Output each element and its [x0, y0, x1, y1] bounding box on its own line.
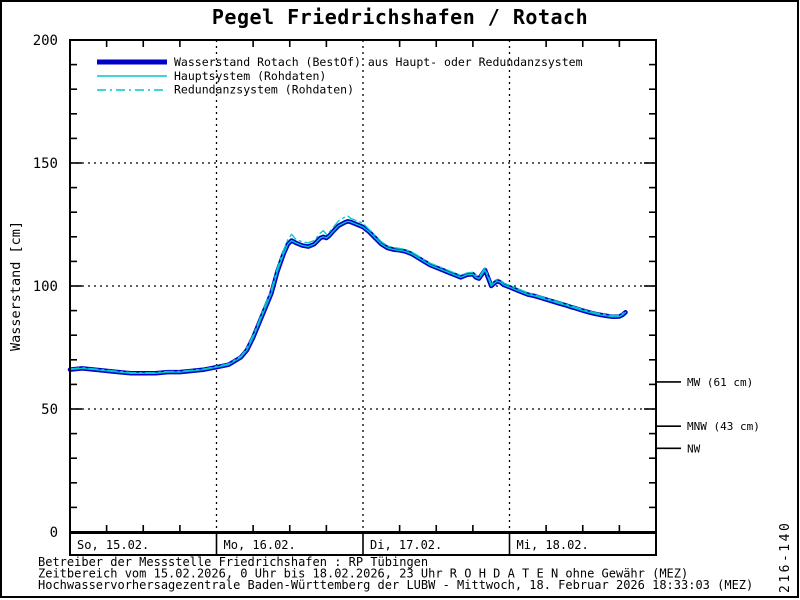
- legend-swatches: [97, 59, 167, 91]
- footer-agency-line: Hochwasservorhersagezentrale Baden-Württ…: [38, 578, 753, 592]
- gridlines-layer: [70, 40, 656, 532]
- ticks-layer: [70, 39, 656, 533]
- reference-levels-layer: MW (61 cm) MNW (43 cm) NW: [657, 376, 760, 455]
- page-title: Pegel Friedrichshafen / Rotach: [212, 5, 588, 29]
- date-axis-layer: So, 15.02. Mo, 16.02. Di, 17.02. Mi, 18.02.: [69, 532, 657, 556]
- footer-timerange-line: Zeitbereich vom 15.02.2026, 0 Uhr bis 18…: [38, 567, 688, 581]
- y-tick-label-150: 150: [33, 156, 58, 172]
- legend-label-hauptsystem: Hauptsystem (Rohdaten): [174, 69, 326, 83]
- legend-label-bestof: Wasserstand Rotach (BestOf) aus Haupt- o…: [174, 55, 583, 69]
- y-axis-title: Wasserstand [cm]: [8, 221, 24, 351]
- footer-operator-line: Betreiber der Messstelle Friedrichshafen…: [38, 555, 428, 569]
- legend: Wasserstand Rotach (BestOf) aus Haupt- o…: [97, 55, 583, 97]
- ref-label-1: MNW (43 cm): [687, 420, 760, 433]
- legend-label-redundanzsystem: Redundanzsystem (Rohdaten): [174, 83, 354, 97]
- ref-label-2: NW: [687, 442, 701, 455]
- series-line-1: [69, 220, 627, 374]
- date-label-1: So, 15.02.: [77, 538, 149, 552]
- ref-label-0: MW (61 cm): [687, 376, 753, 389]
- plot-id-vertical: 216-140: [778, 521, 793, 593]
- date-label-2: Mo, 16.02.: [224, 538, 296, 552]
- date-label-4: Mi, 18.02.: [517, 538, 589, 552]
- y-tick-label-100: 100: [33, 279, 58, 295]
- y-tick-labels-layer: 0 50 100 150 200: [33, 33, 58, 541]
- y-tick-label-50: 50: [41, 402, 58, 418]
- date-label-3: Di, 17.02.: [370, 538, 442, 552]
- y-tick-label-200: 200: [33, 33, 58, 49]
- y-tick-label-0: 0: [50, 525, 58, 541]
- series-layer: [67, 215, 628, 376]
- series-line-2: [69, 215, 627, 374]
- footer: Betreiber der Messstelle Friedrichshafen…: [38, 555, 753, 592]
